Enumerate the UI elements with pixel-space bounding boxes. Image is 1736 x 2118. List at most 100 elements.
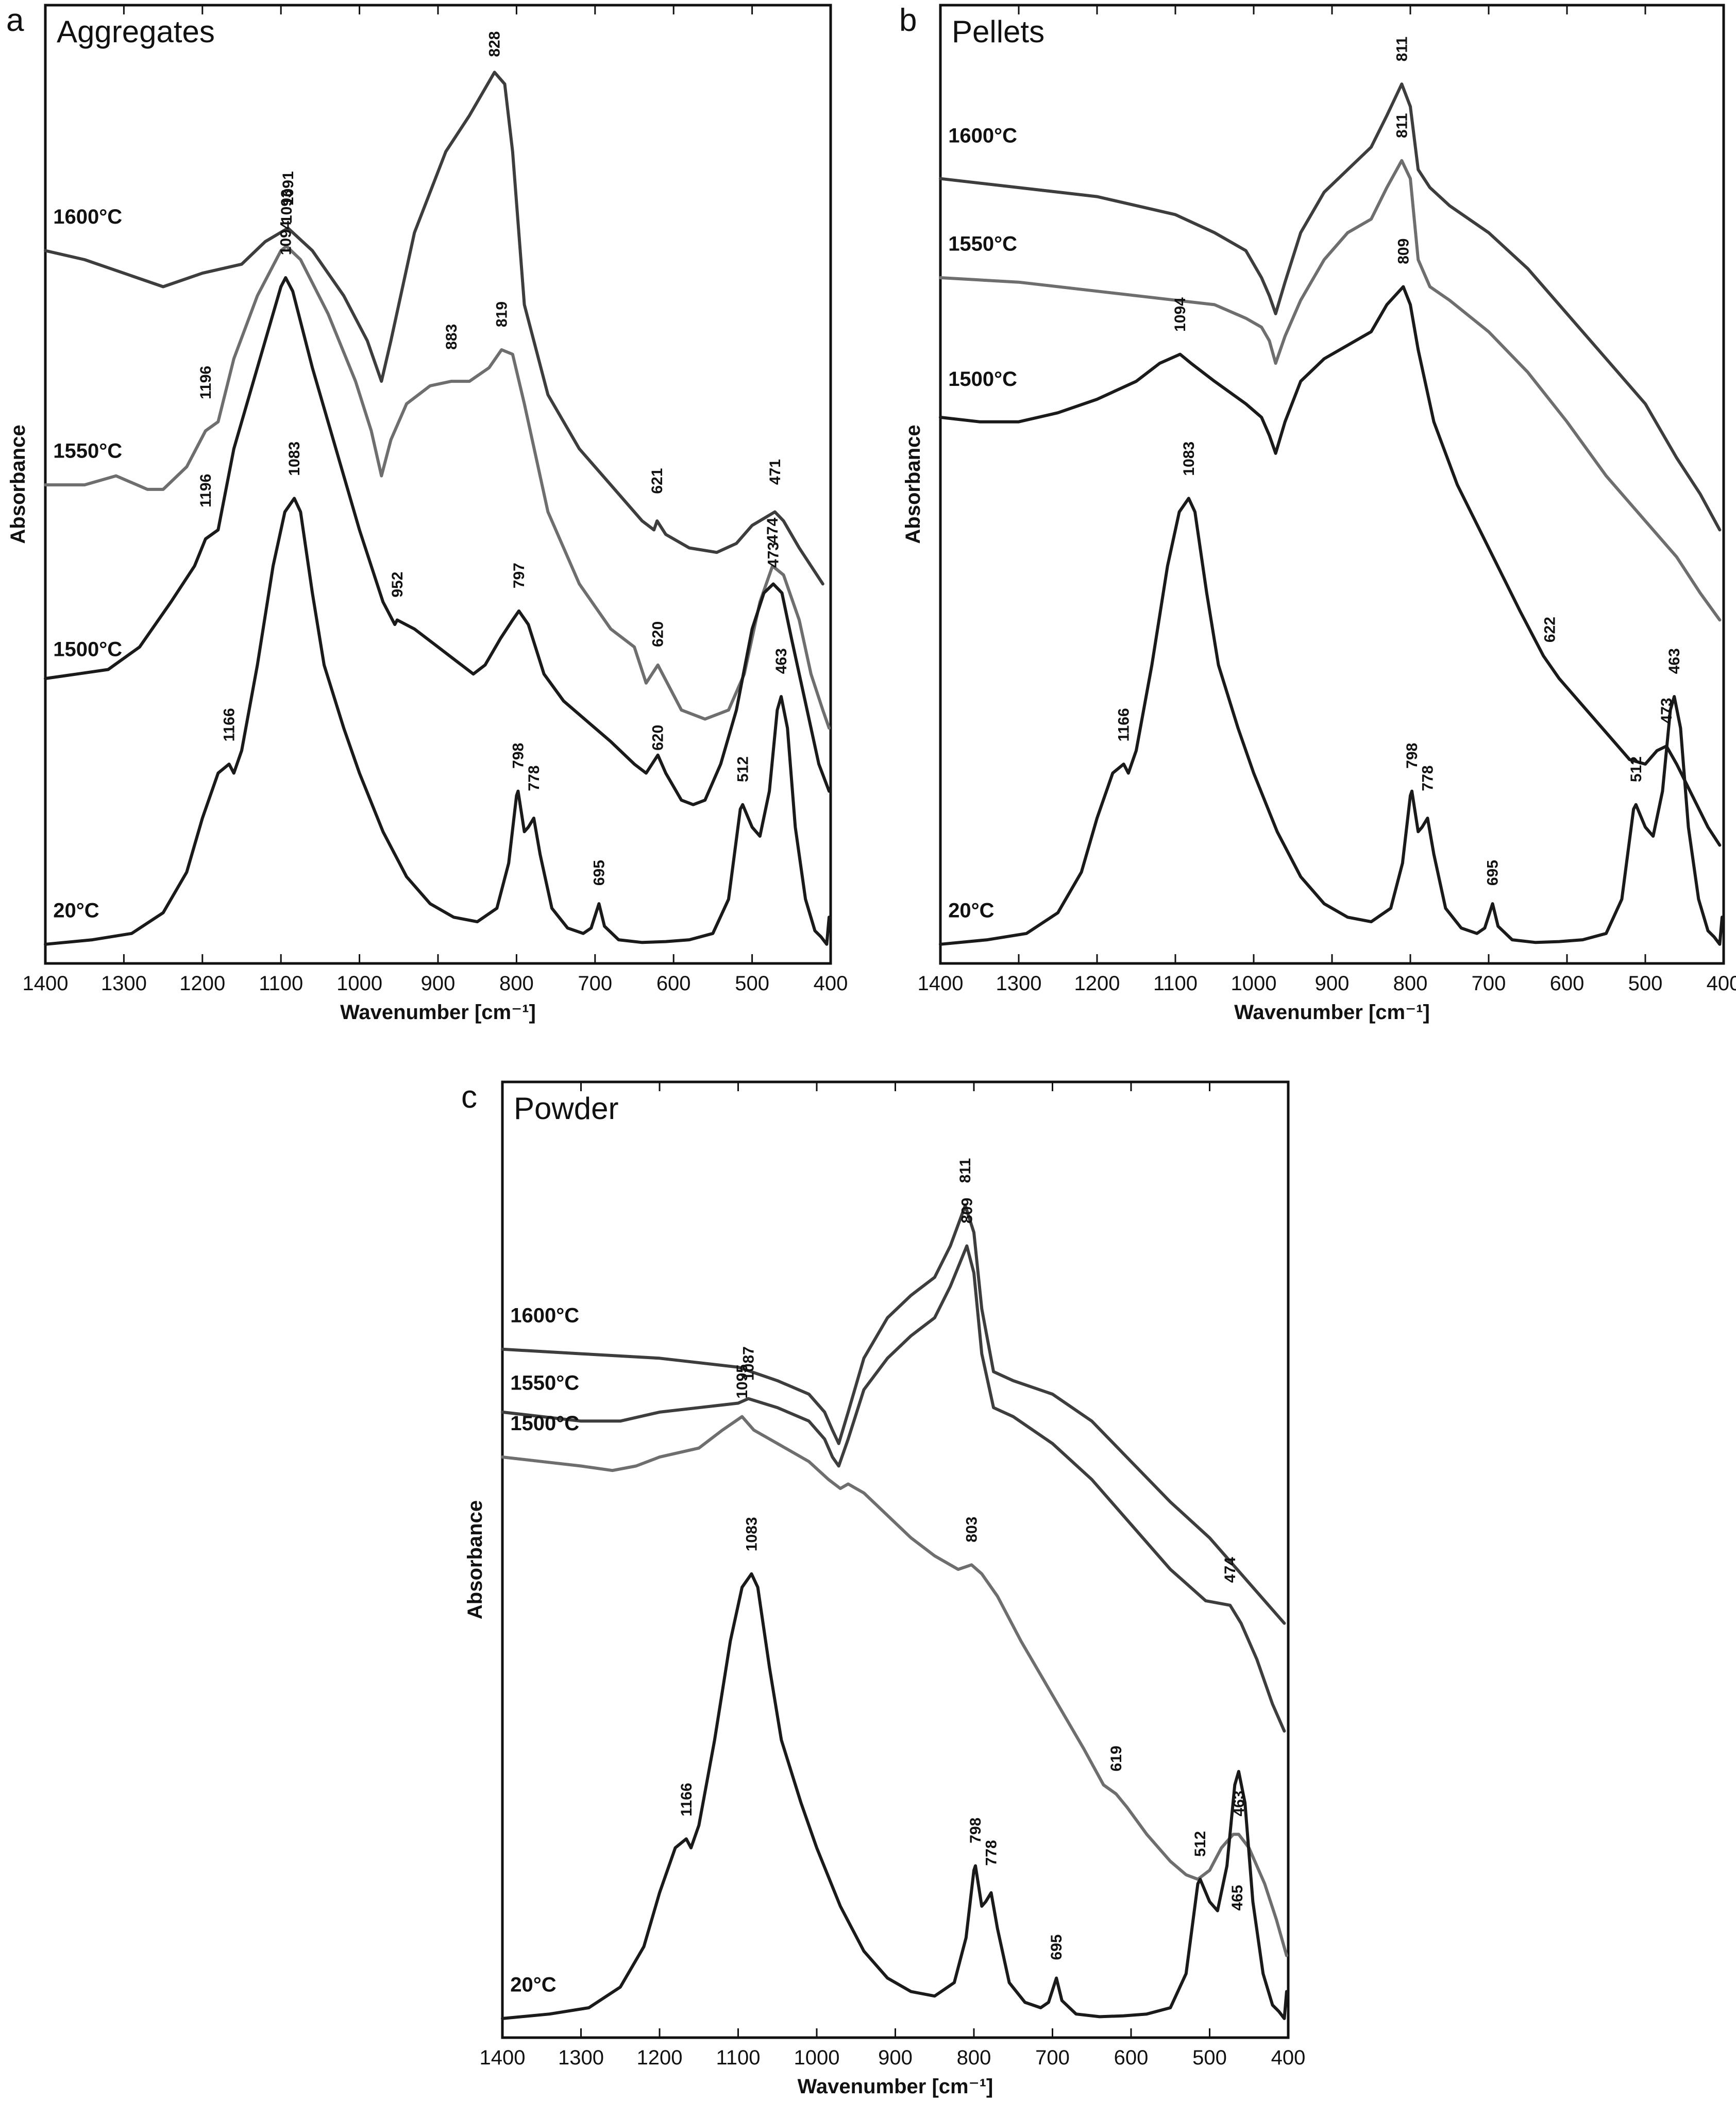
x-tick-label: 900 (878, 2046, 913, 2069)
x-tick-label: 700 (1472, 972, 1506, 995)
x-tick-label: 800 (1393, 972, 1428, 995)
panel-letter: c (461, 1079, 477, 1115)
panel-letter: b (899, 3, 917, 38)
series-line-20C (44, 497, 831, 946)
series-label: 1550°C (948, 233, 1017, 256)
series-line-20C (501, 1572, 1288, 2020)
peak-label: 1083 (1181, 442, 1198, 476)
x-tick-label: 400 (814, 972, 848, 995)
peak-label: 620 (650, 725, 667, 751)
x-axis-label: Wavenumber [cm⁻¹] (1234, 1001, 1430, 1024)
peak-label: 622 (1542, 617, 1559, 642)
series-line-1500C (501, 1415, 1288, 1957)
peak-label: 1094 (277, 221, 294, 255)
series-label: 1550°C (53, 440, 122, 463)
peak-label: 778 (526, 766, 543, 791)
series-line-1550C (501, 1244, 1286, 1733)
series-line-1500C (939, 285, 1722, 847)
x-tick-label: 1200 (179, 972, 225, 995)
peak-label: 797 (511, 563, 528, 588)
x-tick-label: 1000 (794, 2046, 840, 2069)
x-tick-label: 1100 (259, 972, 303, 995)
x-tick-label: 400 (1707, 972, 1736, 995)
peak-label: 1166 (678, 1783, 695, 1816)
peak-label: 1093 (278, 189, 295, 224)
peak-label: 819 (493, 301, 510, 327)
series-line-1600C (501, 1204, 1286, 1625)
peak-label: 512 (1628, 756, 1645, 782)
x-tick-label: 1000 (336, 972, 382, 995)
x-tick-label: 900 (1315, 972, 1350, 995)
x-tick-label: 700 (578, 972, 612, 995)
series-label: 20°C (948, 899, 994, 922)
y-axis-label: Absorbance (7, 425, 29, 544)
x-tick-label: 1400 (23, 972, 69, 995)
panel-title: Aggregates (57, 14, 215, 49)
x-tick-label: 1100 (716, 2046, 760, 2069)
peak-label: 463 (773, 648, 790, 674)
x-tick-label: 500 (735, 972, 769, 995)
series-line-1550C (939, 159, 1722, 622)
x-tick-label: 500 (1192, 2046, 1227, 2069)
x-tick-label: 1300 (996, 972, 1042, 995)
peak-label: 798 (510, 743, 527, 769)
peak-label: 1083 (286, 442, 303, 476)
peak-label: 474 (1222, 1557, 1239, 1583)
series-label: 1600°C (53, 206, 122, 228)
peak-label: 1087 (740, 1346, 757, 1381)
panel-powder: c Powder 1400 1300 1200 1100 1000 900 800 700 600 5… (461, 1079, 1305, 2098)
peak-label: 811 (1393, 37, 1410, 61)
y-axis-label: Absorbance (902, 425, 924, 544)
x-tick-label: 600 (656, 972, 691, 995)
series-label: 1600°C (948, 125, 1017, 147)
series-label: 1500°C (948, 368, 1017, 391)
peak-label: 473 (1658, 698, 1675, 723)
x-tick-label: 1200 (1074, 972, 1120, 995)
peak-label: 1083 (743, 1517, 760, 1551)
series-line-1600C (939, 82, 1722, 532)
peak-label: 811 (957, 1158, 974, 1183)
y-axis-label: Absorbance (464, 1500, 486, 1619)
x-tick-label: 800 (957, 2046, 991, 2069)
series-label: 20°C (53, 899, 99, 922)
peak-label: 1166 (1116, 708, 1133, 741)
peak-label: 952 (389, 572, 406, 598)
peak-label: 883 (443, 324, 460, 350)
peak-label: 1091 (280, 171, 297, 206)
panel-title: Pellets (952, 14, 1044, 49)
peak-label: 620 (650, 621, 667, 647)
x-tick-label: 700 (1035, 2046, 1070, 2069)
x-tick-label: 800 (499, 972, 534, 995)
series-line-20C (939, 497, 1724, 946)
x-tick-label: 1300 (101, 972, 147, 995)
x-tick-label: 1400 (480, 2046, 526, 2069)
x-axis-label: Wavenumber [cm⁻¹] (340, 1001, 536, 1024)
x-tick-label: 1400 (918, 972, 964, 995)
peak-label: 803 (963, 1517, 980, 1543)
series-label: 1550°C (510, 1371, 579, 1394)
series-label: 1500°C (510, 1412, 579, 1435)
peak-label: 474 (764, 517, 781, 543)
series-line-1500C (44, 276, 831, 806)
peak-label: 1094 (1172, 297, 1189, 332)
peak-label: 778 (1419, 766, 1436, 791)
peak-label: 1196 (197, 366, 214, 399)
x-tick-label: 1100 (1153, 972, 1198, 995)
peak-label: 809 (958, 1198, 975, 1224)
panel-pellets: b Pellets 1400 1300 1200 1100 1000 900 800 700 600… (899, 3, 1736, 1024)
peak-label: 798 (967, 1818, 984, 1843)
peak-label: 809 (1395, 239, 1412, 264)
peak-label: 512 (734, 756, 751, 782)
peak-label: 619 (1108, 1746, 1125, 1771)
peak-label: 471 (767, 459, 784, 485)
peak-label: 778 (983, 1840, 1000, 1866)
x-tick-label: 600 (1550, 972, 1585, 995)
x-tick-label: 600 (1114, 2046, 1149, 2069)
peak-label: 695 (1048, 1934, 1065, 1960)
x-axis-label: Wavenumber [cm⁻¹] (798, 2075, 993, 2098)
series-label: 1600°C (510, 1304, 579, 1327)
x-tick-label: 1000 (1231, 972, 1277, 995)
peak-label: 1166 (221, 708, 238, 741)
x-tick-label: 1200 (637, 2046, 683, 2069)
